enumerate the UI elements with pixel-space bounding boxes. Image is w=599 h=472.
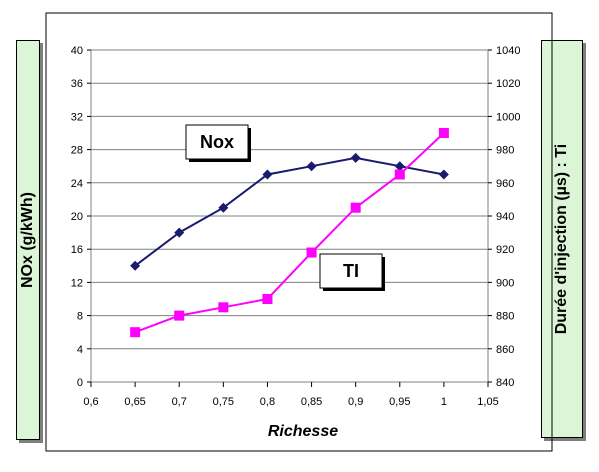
x-tick-label: 0,9 (348, 396, 363, 408)
x-tick-label: 0,6 (83, 396, 98, 408)
series-line-ti (134, 132, 445, 334)
data-point-ti (130, 327, 141, 338)
legend-ti-shadow (382, 257, 385, 291)
legend-nox-label: Nox (200, 132, 234, 152)
legend-nox-shadow-bottom (189, 159, 251, 162)
legend-ti-shadow-bottom (323, 288, 385, 291)
x-tick-label: 1 (441, 396, 447, 408)
x-tick-label: 0,75 (213, 396, 234, 408)
x-tick-label: 0,65 (124, 396, 145, 408)
data-point-ti (174, 310, 185, 321)
data-point-nox (394, 161, 405, 172)
right-axis-label-box: Durée d'injection (µs) : Ti (541, 40, 583, 438)
x-axis-label: Richesse (268, 423, 338, 440)
data-point-ti (350, 202, 361, 213)
y-right-tick-label: 880 (496, 311, 514, 323)
data-point-ti (306, 247, 317, 258)
x-tick-label: 0,8 (260, 396, 275, 408)
data-point-ti (218, 302, 229, 313)
y-left-tick-label: 36 (71, 78, 83, 90)
y-right-tick-label: 900 (496, 277, 514, 289)
y-right-tick-label: 920 (496, 244, 514, 256)
data-point-nox (350, 152, 361, 163)
legend-ti-label: TI (343, 261, 359, 281)
y-right-tick-label: 940 (496, 211, 514, 223)
x-tick-label: 1,05 (477, 396, 498, 408)
legend-nox-shadow (248, 128, 251, 162)
series-line-nox (134, 156, 445, 267)
data-point-nox (218, 202, 229, 213)
y-left-tick-label: 20 (71, 211, 83, 223)
y-left-tick-label: 8 (77, 311, 83, 323)
y-right-tick-label: 980 (496, 145, 514, 157)
legend-ti-box (319, 253, 383, 289)
data-point-ti (262, 294, 273, 304)
y-left-tick-label: 40 (71, 45, 83, 57)
y-right-tick-label: 960 (496, 178, 514, 190)
x-tick-label: 0,95 (389, 396, 410, 408)
data-point-nox (130, 260, 141, 271)
y-left-tick-label: 12 (71, 277, 83, 289)
y-left-tick-label: 24 (71, 178, 83, 190)
data-point-nox (438, 169, 449, 180)
data-point-nox (306, 161, 317, 172)
left-axis-label-box: NOx (g/kWh) (16, 40, 40, 440)
x-tick-label: 0,7 (172, 396, 187, 408)
y-right-tick-label: 1000 (496, 111, 520, 123)
legend-nox: Nox (185, 124, 251, 162)
x-tick-label: 0,85 (301, 396, 322, 408)
y-right-tick-label: 840 (496, 377, 514, 389)
legend-ti: TI (319, 253, 385, 291)
chart-border (45, 12, 553, 452)
data-point-nox (174, 227, 185, 238)
y-left-tick-label: 0 (77, 377, 83, 389)
data-point-ti (394, 169, 405, 180)
data-point-ti (438, 128, 449, 138)
y-left-tick-label: 16 (71, 244, 83, 256)
data-point-nox (262, 169, 273, 180)
y-left-tick-label: 4 (77, 344, 83, 356)
y-left-tick-label: 28 (71, 145, 83, 157)
y-left-tick-label: 32 (71, 111, 83, 123)
y-right-tick-label: 1020 (496, 78, 520, 90)
y-right-tick-label: 860 (496, 344, 514, 356)
y-right-tick-label: 1040 (496, 45, 520, 57)
